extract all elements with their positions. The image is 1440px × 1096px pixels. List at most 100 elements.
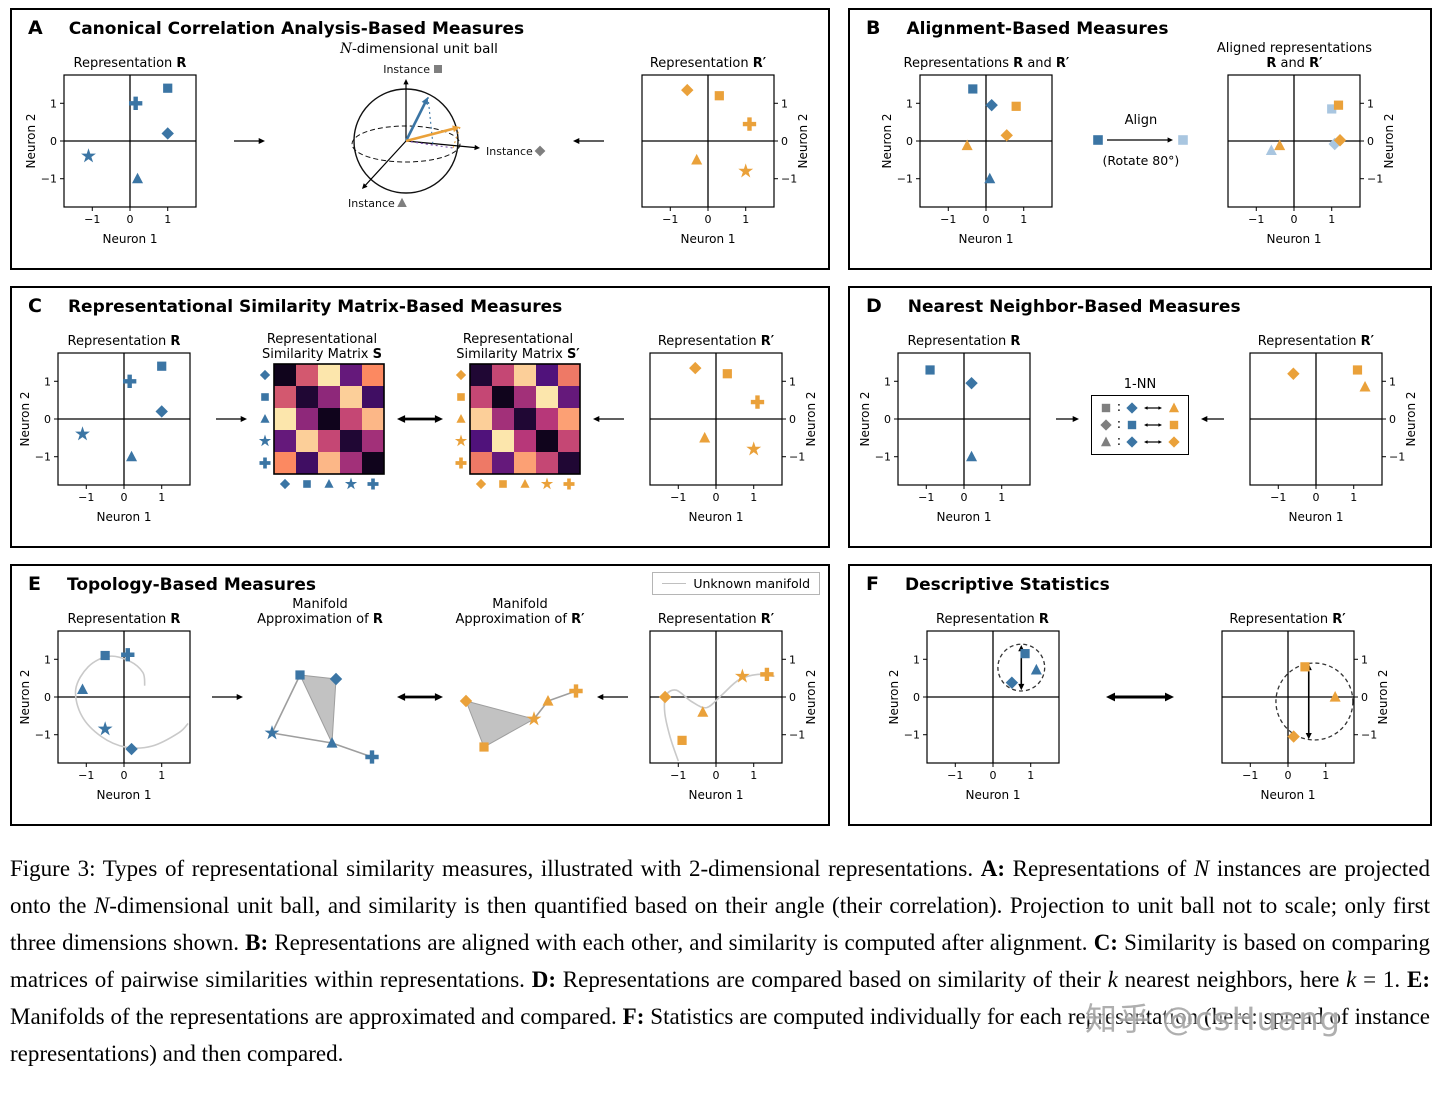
svg-text:−1: −1 xyxy=(940,213,956,226)
arrow-svg xyxy=(1106,692,1174,702)
square-marker xyxy=(1127,420,1137,430)
panel-d-letter: D xyxy=(866,295,882,317)
plot-title: Manifold Approximation of R xyxy=(257,597,383,627)
double-arrow-icon xyxy=(1144,440,1163,444)
svg-text:Instance: Instance xyxy=(486,145,533,158)
double-arrow-icon xyxy=(1144,406,1163,410)
svg-text:1: 1 xyxy=(44,653,51,666)
svg-text:0: 0 xyxy=(1367,135,1374,148)
svg-text:1: 1 xyxy=(1350,491,1357,504)
svg-text:Neuron 2: Neuron 2 xyxy=(804,391,818,446)
nn-row: : xyxy=(1099,435,1181,449)
panel-e-letter: E xyxy=(28,573,41,595)
triangle-mini-marker xyxy=(1100,436,1111,447)
svg-text:Neuron 1: Neuron 1 xyxy=(102,232,157,246)
svg-text:−1: −1 xyxy=(84,213,100,226)
panel-b-title: Alignment-Based Measures xyxy=(906,19,1169,39)
panel-e-header: E Topology-Based Measures xyxy=(12,566,828,595)
nn-row: : xyxy=(1099,401,1181,415)
square-marker xyxy=(479,742,489,752)
unit-ball-svg: Instance Instance Instance xyxy=(348,63,546,210)
star-marker xyxy=(734,668,750,683)
svg-text:0: 0 xyxy=(781,135,788,148)
square-marker xyxy=(499,480,507,488)
square-marker xyxy=(1327,104,1337,114)
svg-text:0: 0 xyxy=(713,769,720,782)
plus-marker xyxy=(259,457,271,469)
triangle-marker xyxy=(326,737,338,748)
svg-text:0: 0 xyxy=(44,413,51,426)
triangle-marker xyxy=(132,172,144,184)
plot-title: Representations R and R′ xyxy=(903,56,1070,71)
svg-text:0: 0 xyxy=(884,413,891,426)
triangle-marker xyxy=(76,683,89,695)
svg-text:0: 0 xyxy=(906,135,913,148)
align-arrow-svg xyxy=(1093,135,1188,145)
triangle-marker xyxy=(697,706,709,717)
panel-a-header: A Canonical Correlation Analysis-Based M… xyxy=(12,10,828,39)
panel-c-title: Representational Similarity Matrix-Based… xyxy=(67,297,563,317)
svg-text:−1: −1 xyxy=(947,769,963,782)
svg-text:0: 0 xyxy=(121,769,128,782)
arrow-svg xyxy=(397,415,443,423)
diamond-marker xyxy=(459,694,473,708)
svg-text:Neuron 2: Neuron 2 xyxy=(18,669,32,724)
scatter-svg: −1 −1 0 0 1 1 Neuron 1 Neuron 2 xyxy=(880,74,1053,246)
star-marker xyxy=(746,441,762,456)
diamond-marker xyxy=(1126,402,1138,414)
svg-text:−1: −1 xyxy=(662,213,678,226)
diamond-marker xyxy=(658,690,672,704)
arrow-svg xyxy=(216,415,247,423)
plot-title: Representation R xyxy=(936,612,1049,627)
diamond-marker xyxy=(155,405,168,418)
unit-ball-diagram: N-dimensional unit ball Instance Instance I… xyxy=(288,27,550,215)
heatmap-svg xyxy=(454,363,581,490)
panel-f: F Descriptive Statistics Representation … xyxy=(848,564,1432,826)
diamond-marker xyxy=(1168,436,1180,448)
svg-text:1: 1 xyxy=(164,213,171,226)
arrow-left-icon xyxy=(593,690,631,704)
plus-marker xyxy=(742,117,757,131)
triangle-marker xyxy=(1329,691,1341,702)
square-marker xyxy=(1101,403,1110,413)
star-marker xyxy=(81,148,96,163)
diamond-marker xyxy=(1000,129,1013,142)
triangle-marker xyxy=(966,450,978,462)
svg-text:Neuron 1: Neuron 1 xyxy=(1260,788,1315,802)
svg-text:0: 0 xyxy=(913,691,920,704)
star-marker xyxy=(540,477,554,490)
nearest-neighbor-table: 1-NN::: xyxy=(1090,377,1190,455)
diamond-marker xyxy=(259,369,271,381)
square-marker xyxy=(1299,662,1310,672)
square-mini-marker xyxy=(1127,420,1137,430)
arrow-left-icon xyxy=(569,134,607,148)
square-marker xyxy=(157,361,167,371)
square-marker xyxy=(1334,100,1344,110)
svg-text:1: 1 xyxy=(44,375,51,388)
star-marker xyxy=(454,434,468,447)
panels-grid: A Canonical Correlation Analysis-Based M… xyxy=(10,8,1432,826)
diamond-marker xyxy=(279,478,291,490)
scatter-representations-r-and-r-prime: Representations R and R′ −1 −1 0 0 1 1 Neuron 1… xyxy=(880,41,1070,249)
scatter-svg: −1 −1 0 0 1 1 Neuron 1 Neuron 2 xyxy=(1220,630,1390,802)
nn-title: 1-NN xyxy=(1123,377,1157,392)
plot-title: Representation R xyxy=(67,612,181,627)
scatter-representation-r: Representation R −1 −1 0 0 1 1 Neuron 1 Neuron 2 xyxy=(858,319,1046,527)
triangle-marker xyxy=(961,139,973,151)
plus-marker xyxy=(750,395,765,409)
nn-row: : xyxy=(1099,418,1181,432)
square-marker xyxy=(1011,101,1021,111)
plot-title: Representation R′ xyxy=(657,334,775,349)
diamond-marker xyxy=(1287,367,1300,380)
triangle-marker xyxy=(324,479,334,488)
svg-text:0: 0 xyxy=(713,491,720,504)
svg-text:0: 0 xyxy=(127,213,134,226)
arrow-right-icon xyxy=(231,134,269,148)
square-marker xyxy=(295,670,305,680)
svg-text:0: 0 xyxy=(121,491,128,504)
panel-c-header: C Representational Similarity Matrix-Bas… xyxy=(12,288,828,317)
svg-text:Neuron 1: Neuron 1 xyxy=(680,232,735,246)
double-arrow-icon xyxy=(393,688,447,706)
panel-a-title: Canonical Correlation Analysis-Based Mea… xyxy=(68,19,525,39)
svg-text:−1: −1 xyxy=(789,451,805,464)
